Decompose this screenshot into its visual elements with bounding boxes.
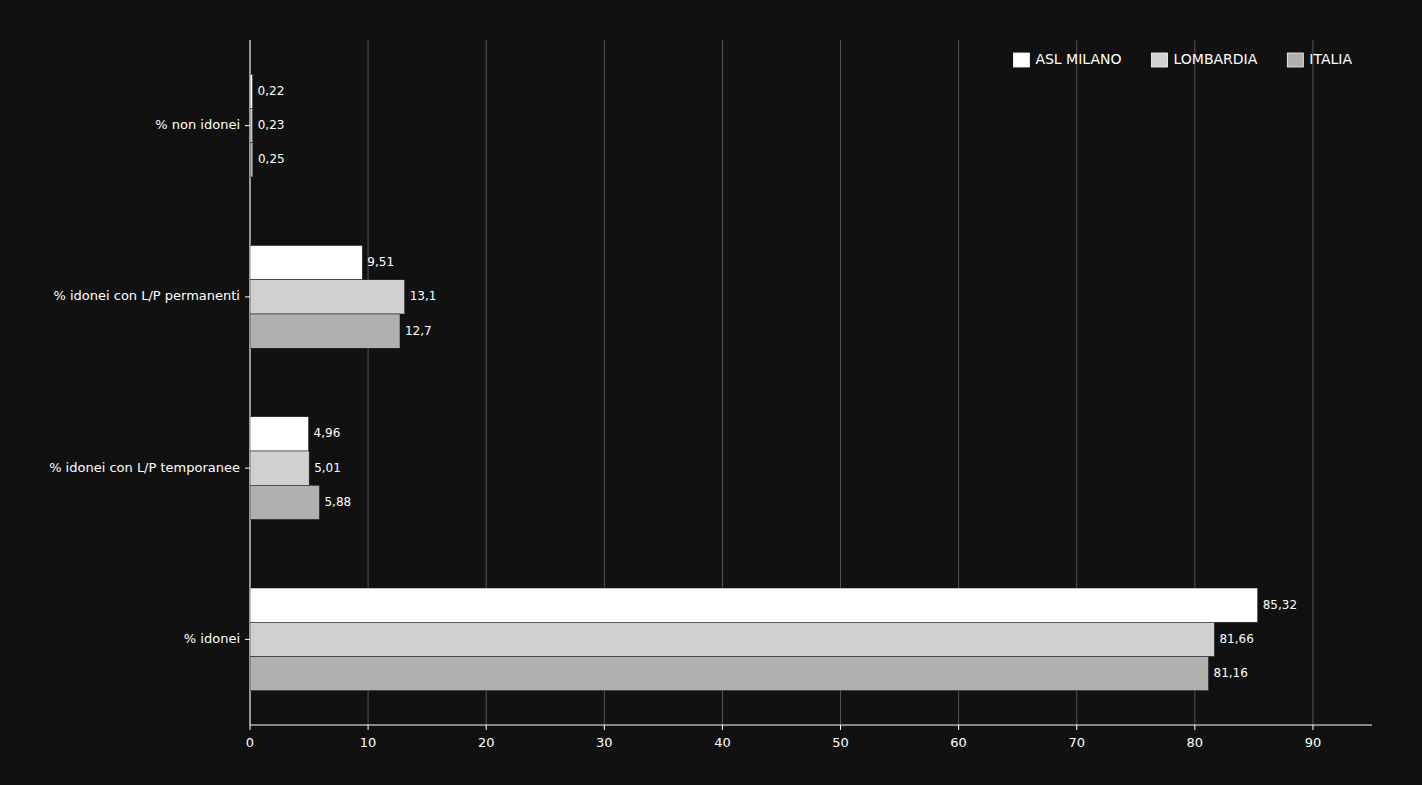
axis-line bbox=[250, 725, 1372, 726]
legend-item: ASL MILANO bbox=[1013, 51, 1121, 67]
legend-label: ITALIA bbox=[1309, 51, 1352, 67]
legend-item: LOMBARDIA bbox=[1152, 51, 1258, 67]
data-label: 0,23 bbox=[258, 118, 285, 132]
bar bbox=[250, 109, 253, 143]
bar bbox=[250, 451, 309, 485]
legend-swatch bbox=[1013, 53, 1029, 67]
tick-label: 50 bbox=[832, 735, 849, 750]
data-label: 9,51 bbox=[367, 255, 394, 269]
bar bbox=[250, 622, 1214, 656]
bar bbox=[250, 417, 309, 451]
tick-mark bbox=[245, 296, 250, 297]
data-label: 0,25 bbox=[258, 152, 285, 166]
tick-mark bbox=[245, 639, 250, 640]
tick-mark bbox=[250, 725, 251, 730]
legend-swatch bbox=[1152, 53, 1168, 67]
bar bbox=[250, 314, 400, 348]
chart: 0 10 20 30 40 50 60 70 80 90 % idonei % idonei con … bbox=[0, 0, 1422, 785]
category-label: % idonei con L/P permanenti bbox=[53, 288, 240, 303]
tick-mark bbox=[1312, 725, 1313, 730]
category-label: % non idonei bbox=[155, 117, 240, 132]
data-label: 85,32 bbox=[1263, 598, 1297, 612]
data-label: 12,7 bbox=[405, 324, 432, 338]
data-labels: 85,32 4,96 9,51 0,22 81,66 5,01 13,1 0,23 81,16 5… bbox=[258, 84, 1297, 680]
tick-mark bbox=[840, 725, 841, 730]
tick-mark bbox=[722, 725, 723, 730]
background bbox=[0, 0, 1422, 785]
data-label: 81,66 bbox=[1219, 632, 1253, 646]
tick-mark bbox=[604, 725, 605, 730]
tick-label: 90 bbox=[1305, 735, 1322, 750]
data-label: 13,1 bbox=[410, 289, 437, 303]
legend-item: ITALIA bbox=[1287, 51, 1352, 67]
grid-line bbox=[1312, 40, 1313, 725]
tick-mark bbox=[958, 725, 959, 730]
data-label: 81,16 bbox=[1214, 666, 1248, 680]
tick-label: 40 bbox=[714, 735, 731, 750]
data-label: 4,96 bbox=[314, 426, 341, 440]
tick-mark bbox=[245, 125, 250, 126]
y-axis: % idonei % idonei con L/P temporanee % ido… bbox=[49, 117, 250, 646]
legend-label: ASL MILANO bbox=[1035, 51, 1121, 67]
tick-mark bbox=[245, 468, 250, 469]
category-label: % idonei con L/P temporanee bbox=[49, 460, 240, 475]
tick-mark bbox=[1194, 725, 1195, 730]
bars bbox=[250, 74, 1258, 691]
bar bbox=[250, 143, 253, 177]
tick-label: 60 bbox=[950, 735, 967, 750]
bar bbox=[250, 246, 362, 280]
legend-swatch bbox=[1287, 53, 1303, 67]
tick-label: 30 bbox=[596, 735, 613, 750]
x-axis: 0 10 20 30 40 50 60 70 80 90 bbox=[246, 725, 1372, 750]
category-label: % idonei bbox=[184, 631, 240, 646]
tick-mark bbox=[368, 725, 369, 730]
tick-label: 0 bbox=[246, 735, 254, 750]
legend: ASL MILANO LOMBARDIA ITALIA bbox=[1013, 51, 1352, 67]
data-label: 0,22 bbox=[258, 84, 285, 98]
tick-label: 70 bbox=[1068, 735, 1085, 750]
bar bbox=[250, 485, 319, 519]
data-label: 5,01 bbox=[314, 461, 341, 475]
tick-mark bbox=[486, 725, 487, 730]
legend-label: LOMBARDIA bbox=[1174, 51, 1258, 67]
grid bbox=[250, 40, 1313, 725]
tick-label: 20 bbox=[478, 735, 495, 750]
data-label: 5,88 bbox=[324, 495, 351, 509]
bar bbox=[250, 280, 405, 314]
bar bbox=[250, 74, 253, 108]
bar bbox=[250, 657, 1209, 691]
bar bbox=[250, 588, 1258, 622]
tick-mark bbox=[1076, 725, 1077, 730]
tick-label: 10 bbox=[360, 735, 377, 750]
tick-label: 80 bbox=[1187, 735, 1204, 750]
